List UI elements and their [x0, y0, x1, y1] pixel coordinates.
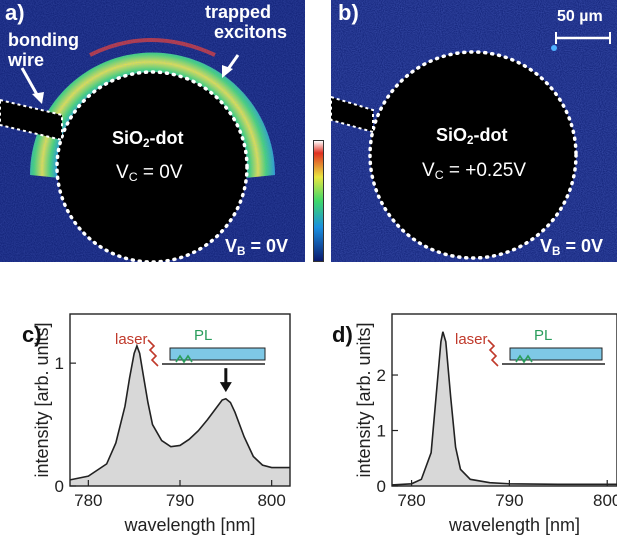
y-tick-label: 1	[377, 422, 386, 441]
y-tick-label: 0	[377, 477, 386, 496]
inset-sample-layer	[169, 347, 266, 361]
trapped-label-line1: trapped	[205, 2, 272, 22]
bonding-wire-arrowhead	[32, 92, 44, 104]
panel-b-letter: b)	[338, 0, 359, 25]
panel-b-map-svg	[331, 0, 617, 262]
panel-a-dot-label: SiO2-dot	[112, 128, 184, 150]
panel-a-letter: a)	[5, 0, 25, 25]
x-tick-label: 780	[74, 491, 102, 510]
panel-a-map-svg	[0, 0, 305, 262]
panel-letter: c)	[22, 322, 42, 347]
sio2-dot-outline	[55, 70, 249, 262]
panel-letter: d)	[332, 322, 353, 347]
inset-pl-wave	[515, 354, 533, 364]
spectrum-line	[69, 343, 290, 481]
trapped-excitons-arrowhead	[222, 65, 233, 78]
chart-c: 780 790 800 0 1 wavelength [nm] intensity [arb…	[22, 313, 291, 535]
spectrum-line	[391, 331, 617, 486]
bonding-wire-shape	[0, 98, 63, 142]
panel-b-map	[331, 0, 617, 262]
x-tick-label: 800	[593, 491, 617, 510]
y-axis-label: intensity [arb. units]	[354, 322, 374, 477]
panel-a-vb-label: VB = 0V	[225, 236, 288, 258]
x-tick-label: 790	[495, 491, 523, 510]
inset-pl-label: PL	[194, 327, 212, 344]
inset-laser-label: laser	[455, 331, 488, 348]
panel-a-map	[0, 0, 305, 262]
inset-laser-wave	[147, 339, 159, 367]
y-tick-label: 2	[377, 366, 386, 385]
bonding-label-line2: wire	[8, 50, 45, 70]
trapped-label-line2: excitons	[214, 22, 288, 42]
panel-b-vc-label: VC = +0.25V	[422, 160, 527, 183]
inset-laser-label: laser	[115, 331, 148, 348]
x-tick-label: 780	[397, 491, 425, 510]
y-axis-label: intensity [arb. units]	[32, 322, 52, 477]
scale-bar-label: 50 µm	[557, 8, 603, 25]
bonding-label-line1: bonding	[8, 30, 79, 50]
x-tick-label: 790	[166, 491, 194, 510]
inset-pl-wave	[175, 354, 193, 364]
x-axis-label: wavelength [nm]	[448, 515, 580, 535]
bright-spot	[551, 45, 557, 51]
spectrum-area	[70, 345, 290, 486]
chart-d: 780 790 800 0 1 2 wavelength [nm] intensity [ar…	[332, 313, 617, 535]
panel-b-vb-label: VB = 0V	[540, 236, 603, 258]
bonding-wire-shape	[331, 95, 374, 134]
peak-arrowhead	[219, 382, 232, 393]
inset-laser-wave	[487, 339, 499, 367]
plot-frame	[391, 313, 617, 487]
y-tick-label: 1	[55, 354, 64, 373]
x-tick-label: 800	[257, 491, 285, 510]
panel-b-dot-label: SiO2-dot	[436, 125, 508, 147]
x-axis-label: wavelength [nm]	[123, 515, 255, 535]
spectra-figure: 780 790 800 0 1 wavelength [nm] intensity [arb…	[22, 313, 617, 535]
inset-sample-layer	[509, 347, 603, 361]
y-tick-label: 0	[55, 477, 64, 496]
colorbar	[313, 140, 324, 262]
panel-a-vc-label: VC = 0V	[116, 162, 183, 185]
sio2-dot-outline	[368, 50, 578, 260]
inset-pl-label: PL	[534, 327, 552, 344]
